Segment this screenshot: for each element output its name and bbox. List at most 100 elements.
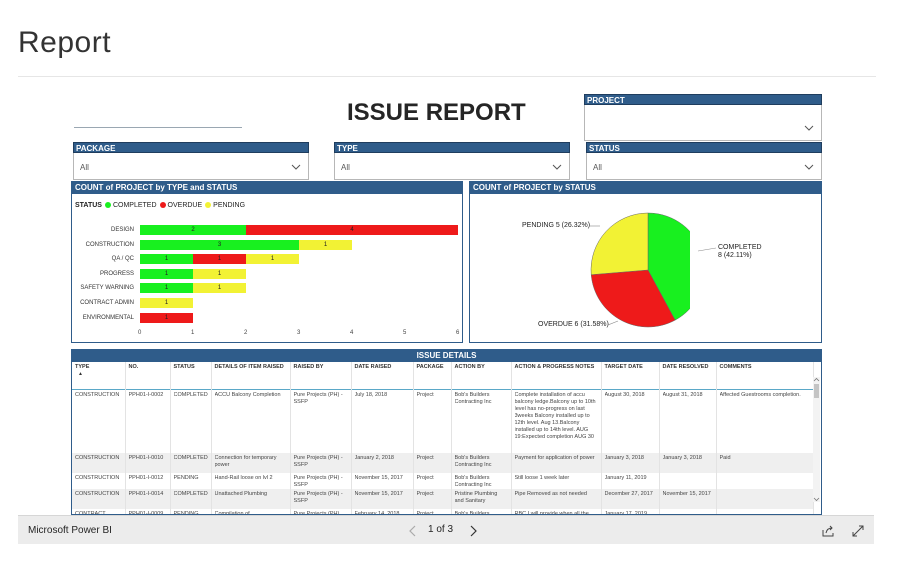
bar-overdue[interactable]	[193, 254, 246, 265]
issue-details-panel: ISSUE DETAILS TYPE ▲ NO. STATUS DETAILS O…	[71, 349, 822, 515]
bar-value-label: 1	[164, 270, 169, 277]
bar-completed[interactable]	[140, 225, 246, 235]
column-header-action-by[interactable]: ACTION BY	[451, 362, 512, 389]
type-dropdown[interactable]: All	[334, 153, 570, 180]
bar-completed[interactable]	[140, 239, 299, 250]
table-cell: PPH01-I-0009	[125, 509, 171, 514]
table-cell: COMPLETED	[170, 489, 212, 509]
table-cell: Project	[413, 453, 452, 473]
column-header-comments[interactable]: COMMENTS	[716, 362, 814, 389]
issue-details-title: ISSUE DETAILS	[72, 350, 821, 362]
column-header-status[interactable]: STATUS	[170, 362, 212, 389]
package-dropdown-value: All	[80, 163, 89, 172]
column-header-package[interactable]: PACKAGE	[413, 362, 452, 389]
bar-pending[interactable]	[299, 239, 352, 250]
table-cell: January 2, 2018	[351, 453, 414, 473]
page-indicator: 1 of 3	[428, 524, 454, 535]
bar-chart-legend: STATUS COMPLETED OVERDUE PENDING	[75, 202, 245, 209]
bar-completed[interactable]	[140, 268, 193, 279]
legend-completed: COMPLETED	[112, 202, 157, 209]
package-dropdown[interactable]: All	[73, 153, 309, 180]
issue-table: TYPE ▲ NO. STATUS DETAILS OF ITEM RAISED …	[72, 362, 814, 514]
column-header-type[interactable]: TYPE ▲	[72, 362, 126, 389]
table-row[interactable]: CONSTRUCTION PPH01-I-0014 COMPLETED Unattac…	[72, 489, 814, 509]
table-cell: PPH01-I-0002	[125, 389, 171, 453]
table-row[interactable]: CONTRACT PPH01-I-0009 PENDING Compilation o…	[72, 509, 814, 514]
type-slicer: TYPE All	[334, 142, 570, 180]
table-cell: PENDING	[170, 473, 212, 489]
category-label: SAFETY WARNING	[80, 285, 134, 292]
bar-value-label: 1	[164, 285, 169, 292]
prev-page-icon[interactable]	[408, 524, 418, 538]
table-scrollbar[interactable]	[813, 377, 820, 502]
bar-completed[interactable]	[140, 254, 193, 265]
scroll-down-icon[interactable]	[813, 496, 820, 502]
fullscreen-icon[interactable]	[851, 524, 865, 538]
table-cell: January 3, 2018	[659, 453, 717, 473]
pie-chart	[590, 212, 690, 328]
category-label: PROGRESS	[99, 270, 134, 277]
sort-ascending-icon: ▲	[78, 371, 83, 377]
bar-pending[interactable]	[246, 254, 299, 265]
table-cell	[716, 489, 814, 509]
status-dropdown[interactable]: All	[586, 153, 822, 180]
share-icon[interactable]	[821, 524, 835, 538]
powerbi-footer: Microsoft Power BI 1 of 3	[18, 515, 874, 544]
legend-overdue-dot	[159, 202, 166, 208]
footer-brand[interactable]: Microsoft Power BI	[28, 525, 112, 536]
table-cell: Bob's Builders Contracting Inc	[451, 473, 512, 489]
project-dropdown[interactable]	[584, 105, 822, 141]
x-tick-label: 5	[403, 330, 407, 336]
column-header-date-raised[interactable]: DATE RAISED	[351, 362, 414, 389]
package-slicer-label: PACKAGE	[73, 142, 309, 153]
table-cell: Affected Guestrooms completion.	[716, 389, 814, 453]
next-page-icon[interactable]	[468, 524, 478, 538]
table-cell: Pure Projects (PH)	[290, 509, 352, 514]
bar-value-label: 1	[270, 256, 275, 263]
table-cell: CONSTRUCTION	[72, 489, 126, 509]
column-header-no[interactable]: NO.	[125, 362, 171, 389]
scrollbar-thumb[interactable]	[814, 384, 819, 398]
pie-chart-title: COUNT of PROJECT by STATUS	[470, 182, 821, 194]
table-cell: Connection for temporary power	[211, 453, 291, 473]
report-title: ISSUE REPORT	[347, 99, 526, 126]
scroll-up-icon[interactable]	[813, 377, 820, 383]
table-cell: PPH01-I-0010	[125, 453, 171, 473]
bar-value-label: 3	[217, 241, 222, 248]
table-row[interactable]: CONSTRUCTION PPH01-I-0012 PENDING Hand-Rail…	[72, 473, 814, 489]
table-cell: August 30, 2018	[601, 389, 660, 453]
bar-completed[interactable]	[140, 283, 193, 294]
table-cell: November 15, 2017	[351, 489, 414, 509]
table-row[interactable]: CONSTRUCTION PPH01-I-0002 COMPLETED ACCU Ba…	[72, 389, 814, 453]
table-cell: Paid	[716, 453, 814, 473]
table-cell: CONSTRUCTION	[72, 453, 126, 473]
pie-label-completed: COMPLETED 8 (42.11%)	[718, 244, 762, 260]
table-cell	[716, 509, 814, 514]
bar-overdue[interactable]	[246, 225, 458, 235]
leader-line	[590, 225, 600, 227]
column-header-action-notes[interactable]: ACTION & PROGRESS NOTES	[511, 362, 602, 389]
project-slicer: PROJECT	[584, 94, 822, 141]
bar-value-label: 1	[164, 256, 169, 263]
table-cell: November 15, 2017	[659, 489, 717, 509]
column-header-target-date[interactable]: TARGET DATE	[601, 362, 660, 389]
table-cell: August 31, 2018	[659, 389, 717, 453]
pie-slice-completed[interactable]	[647, 212, 690, 321]
column-header-date-resolved[interactable]: DATE RESOLVED	[659, 362, 717, 389]
category-label: DESIGN	[110, 227, 134, 233]
pie-slice-pending[interactable]	[590, 212, 649, 275]
bar-overdue[interactable]	[140, 312, 193, 323]
table-cell: Project	[413, 489, 452, 509]
bar-pending[interactable]	[140, 298, 193, 308]
column-header-details[interactable]: DETAILS OF ITEM RAISED	[211, 362, 291, 389]
leader-line	[608, 320, 619, 326]
bar-pending[interactable]	[193, 268, 246, 279]
pie-slice-overdue[interactable]	[590, 269, 676, 328]
column-header-raised-by[interactable]: RAISED BY	[290, 362, 352, 389]
category-label: ENVIRONMENTAL	[82, 314, 134, 321]
x-tick-label: 4	[350, 330, 354, 336]
bar-pending[interactable]	[193, 283, 246, 294]
issue-table-header: TYPE ▲ NO. STATUS DETAILS OF ITEM RAISED …	[72, 362, 814, 389]
table-row[interactable]: CONSTRUCTION PPH01-I-0010 COMPLETED Connect…	[72, 453, 814, 473]
bar-value-label: 1	[217, 256, 222, 263]
